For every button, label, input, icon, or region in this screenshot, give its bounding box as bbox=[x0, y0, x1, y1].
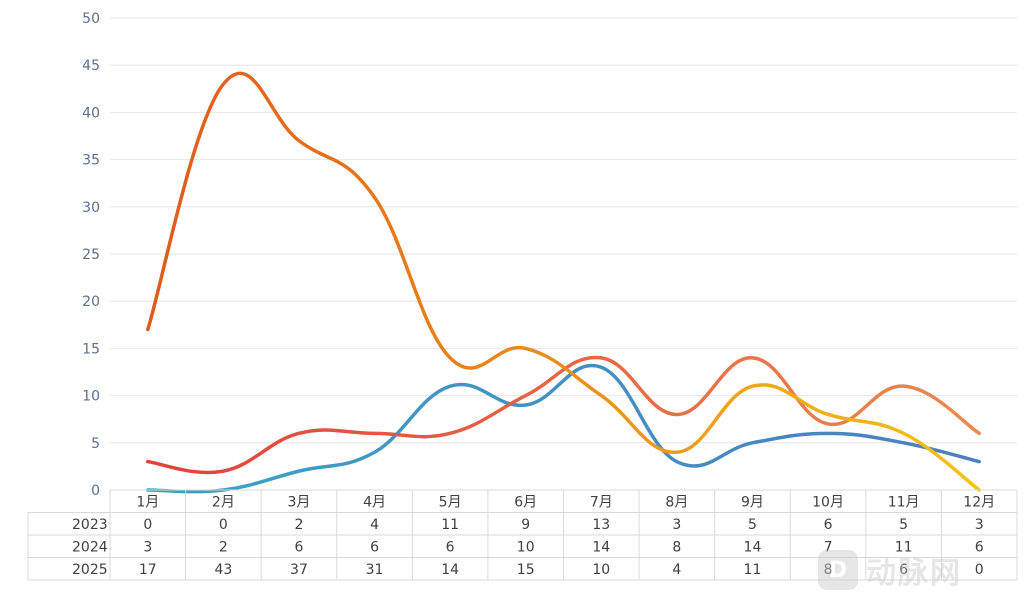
watermark-logo-icon: D bbox=[818, 550, 858, 590]
table-cell: 11 bbox=[895, 539, 913, 555]
x-category-label: 4月 bbox=[363, 494, 386, 510]
legend-label: 2024 bbox=[72, 539, 108, 555]
legend-label: 2023 bbox=[72, 517, 108, 533]
x-category-label: 5月 bbox=[439, 494, 462, 510]
table-cell: 9 bbox=[521, 517, 530, 533]
x-category-label: 2月 bbox=[212, 494, 235, 510]
series-line-2024 bbox=[146, 355, 981, 475]
table-cell: 2 bbox=[219, 539, 228, 555]
data-table: 1月 2月 3月 4月 5月 6月 7月 8月 9月 10月 11月 12月 2023 0 0 2 4 11 9 13… bbox=[27, 489, 1018, 581]
x-category-label: 7月 bbox=[590, 494, 613, 510]
table-cell: 8 bbox=[824, 562, 833, 578]
table-cell: 2 bbox=[294, 517, 303, 533]
legend-label: 2025 bbox=[72, 562, 108, 578]
table-cell: 6 bbox=[446, 539, 455, 555]
x-category-label: 11月 bbox=[888, 494, 920, 510]
table-cell: 0 bbox=[975, 562, 984, 578]
y-tick-label: 5 bbox=[91, 436, 100, 452]
table-cell: 3 bbox=[975, 517, 984, 533]
y-tick-label: 10 bbox=[82, 389, 100, 405]
table-cell: 5 bbox=[748, 517, 757, 533]
table-cell: 6 bbox=[899, 562, 908, 578]
table-cell: 3 bbox=[143, 539, 152, 555]
table-cell: 10 bbox=[517, 539, 535, 555]
table-cell: 14 bbox=[744, 539, 762, 555]
y-tick-label: 50 bbox=[82, 11, 100, 27]
watermark-text: 动脉网 bbox=[866, 556, 962, 591]
x-category-label: 12月 bbox=[963, 494, 995, 510]
table-cell: 11 bbox=[441, 517, 459, 533]
y-tick-label: 25 bbox=[82, 247, 100, 263]
series-line-2023 bbox=[146, 363, 981, 494]
y-tick-label: 40 bbox=[82, 105, 100, 121]
table-cell: 6 bbox=[370, 539, 379, 555]
table-cell: 6 bbox=[975, 539, 984, 555]
y-axis: 0 5 10 15 20 25 30 35 40 45 50 bbox=[82, 11, 100, 499]
table-cell: 7 bbox=[824, 539, 833, 555]
series-line-2025 bbox=[146, 71, 981, 492]
table-cell: 8 bbox=[672, 539, 681, 555]
table-cell: 17 bbox=[139, 562, 157, 578]
x-category-label: 3月 bbox=[287, 494, 310, 510]
table-cell: 37 bbox=[290, 562, 308, 578]
x-category-label: 9月 bbox=[741, 494, 764, 510]
table-cell: 14 bbox=[441, 562, 459, 578]
table-cell: 0 bbox=[219, 517, 228, 533]
y-tick-label: 20 bbox=[82, 294, 100, 310]
y-tick-label: 35 bbox=[82, 153, 100, 169]
table-cell: 0 bbox=[143, 517, 152, 533]
table-cell: 31 bbox=[366, 562, 384, 578]
x-category-label: 6月 bbox=[514, 494, 537, 510]
x-category-label: 8月 bbox=[665, 494, 688, 510]
table-cell: 4 bbox=[672, 562, 681, 578]
y-tick-label: 30 bbox=[82, 200, 100, 216]
table-cell: 14 bbox=[592, 539, 610, 555]
table-cell: 3 bbox=[672, 517, 681, 533]
table-cell: 10 bbox=[592, 562, 610, 578]
watermark: D 动脉网 bbox=[818, 545, 1028, 595]
table-cell: 15 bbox=[517, 562, 535, 578]
series-lines bbox=[146, 71, 981, 494]
table-cell: 13 bbox=[592, 517, 610, 533]
x-category-label: 10月 bbox=[812, 494, 844, 510]
gridlines bbox=[110, 17, 1017, 444]
y-tick-label: 15 bbox=[82, 341, 100, 357]
table-cell: 4 bbox=[370, 517, 379, 533]
y-tick-label: 45 bbox=[82, 58, 100, 74]
y-tick-label: 0 bbox=[91, 483, 100, 499]
table-cell: 6 bbox=[824, 517, 833, 533]
x-category-label: 1月 bbox=[136, 494, 159, 510]
table-cell: 5 bbox=[899, 517, 908, 533]
table-cell: 43 bbox=[214, 562, 232, 578]
table-cell: 6 bbox=[294, 539, 303, 555]
table-cell: 11 bbox=[744, 562, 762, 578]
